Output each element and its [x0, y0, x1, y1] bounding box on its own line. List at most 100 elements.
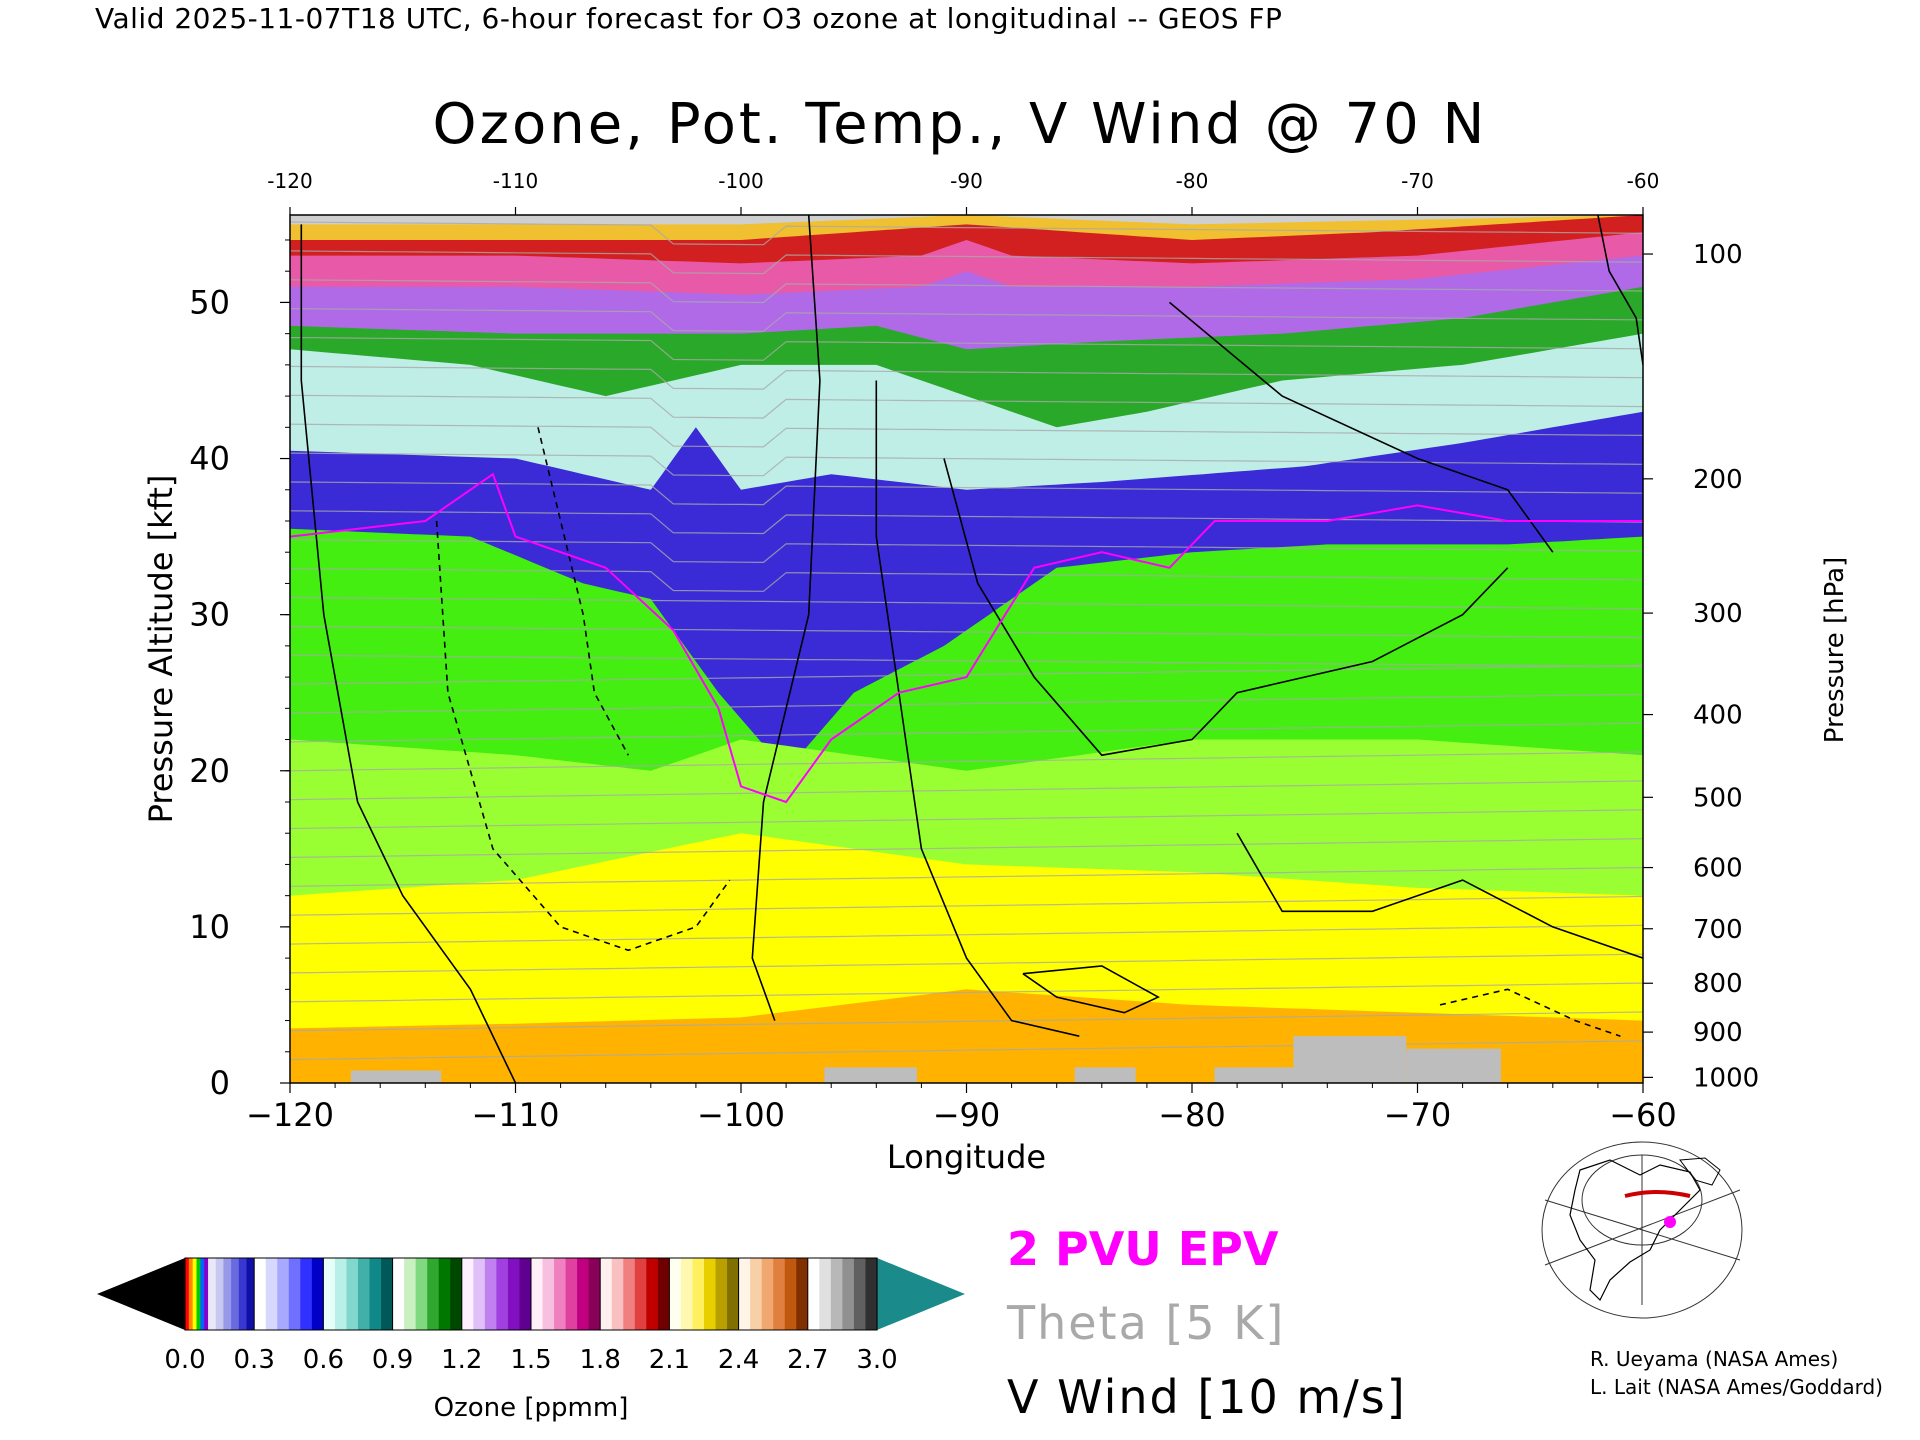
pressure-tick-label: 600	[1693, 854, 1743, 884]
colorbar-swatch	[215, 1258, 225, 1330]
theta-contour	[290, 452, 1643, 477]
v-wind-contour	[875, 380, 1080, 1037]
ozone-filled-contours	[290, 215, 1643, 1083]
colorbar-swatch	[842, 1258, 855, 1330]
theta-contour	[290, 308, 1643, 332]
map-latitude-circle	[1541, 1141, 1743, 1319]
theta-contour	[290, 751, 1643, 772]
colorbar-swatch	[288, 1258, 301, 1330]
v-wind-contour	[300, 224, 517, 1083]
theta-contour	[290, 510, 1643, 535]
colorbar-label: Ozone [ppmm]	[434, 1393, 629, 1423]
colorbar-swatch	[830, 1258, 843, 1330]
colorbar-swatch	[404, 1258, 417, 1330]
colorbar-swatch	[715, 1258, 728, 1330]
map-greenland	[1679, 1157, 1721, 1186]
x-tick-label: −60	[1609, 1096, 1677, 1134]
theta-contour	[290, 568, 1643, 592]
colorbar-swatch	[646, 1258, 659, 1330]
colorbar-swatch	[450, 1258, 463, 1330]
map-section-line	[1624, 1190, 1691, 1198]
pressure-tick-label: 1000	[1693, 1063, 1759, 1093]
pressure-tick-label: 800	[1693, 969, 1743, 999]
colorbar-over-arrow	[877, 1258, 965, 1330]
colorbar-swatch	[773, 1258, 786, 1330]
theta-contour	[290, 867, 1643, 887]
colorbar-swatch	[200, 1258, 205, 1330]
colorbar-swatch	[750, 1258, 763, 1330]
credit-line-1: R. Ueyama (NASA Ames)	[1590, 1347, 1839, 1371]
top-tick-label: -90	[950, 169, 983, 193]
theta-contour	[290, 982, 1643, 1003]
pressure-tick-label: 900	[1693, 1018, 1743, 1048]
theta-contour	[290, 809, 1643, 830]
colorbar-swatch	[438, 1258, 451, 1330]
colorbar-swatch	[819, 1258, 832, 1330]
colorbar-under-arrow	[97, 1258, 185, 1330]
terrain-block	[1293, 1036, 1407, 1083]
y-tick-label: 20	[189, 752, 230, 790]
colorbar-tick-label: 1.2	[441, 1345, 482, 1375]
terrain-block	[1214, 1067, 1294, 1083]
y-axis-label-left: Pressure Altitude [kft]	[142, 475, 180, 824]
colorbar-swatch	[727, 1258, 740, 1330]
x-tick-label: −80	[1158, 1096, 1226, 1134]
colorbar-tick-label: 0.9	[372, 1345, 413, 1375]
colorbar-swatch	[461, 1258, 474, 1330]
colorbar-tick-label: 2.4	[718, 1345, 759, 1375]
theta-contour	[290, 596, 1643, 610]
colorbar-swatch	[692, 1258, 705, 1330]
colorbar-swatch	[192, 1258, 198, 1330]
colorbar-swatch	[185, 1258, 190, 1330]
colorbar-swatch	[427, 1258, 440, 1330]
colorbar-swatch	[238, 1258, 248, 1330]
pressure-tick-label: 400	[1693, 701, 1743, 731]
theta-contour	[290, 895, 1643, 916]
map-meridian	[1544, 1199, 1741, 1261]
theta-contour	[290, 423, 1643, 448]
colorbar-tick-label: 0.6	[303, 1345, 344, 1375]
pressure-tick-label: 200	[1693, 465, 1743, 495]
theta-contour	[290, 953, 1643, 974]
colorbar-swatch	[623, 1258, 636, 1330]
v-wind-contour	[1236, 832, 1643, 959]
theta-contour	[290, 924, 1643, 945]
colorbar-swatch	[611, 1258, 624, 1330]
pressure-tick-label: 500	[1693, 783, 1743, 813]
colorbar-tick-label: 2.1	[649, 1345, 690, 1375]
terrain-block	[1074, 1067, 1136, 1083]
map-meridian	[1544, 1189, 1741, 1266]
v-wind-contour	[1439, 988, 1621, 1037]
theta-contour	[290, 654, 1643, 668]
colorbar-swatch	[208, 1258, 217, 1330]
colorbar-swatch	[565, 1258, 578, 1330]
colorbar-swatch	[223, 1258, 232, 1330]
colorbar-swatch	[265, 1258, 278, 1330]
theta-contour	[290, 780, 1643, 801]
v-wind-contour	[537, 427, 630, 756]
colorbar-swatch	[669, 1258, 682, 1330]
colorbar-swatch	[784, 1258, 797, 1330]
colorbar-swatch	[381, 1258, 394, 1330]
theta-contour	[290, 693, 1643, 714]
theta-contour	[290, 250, 1643, 275]
x-tick-label: −90	[933, 1096, 1001, 1134]
colorbar-swatch	[807, 1258, 820, 1330]
colorbar-swatch	[188, 1258, 194, 1330]
top-tick-label: -100	[718, 169, 763, 193]
theta-contour	[290, 1011, 1643, 1032]
colorbar-swatch	[415, 1258, 428, 1330]
y-tick-label: 40	[189, 440, 230, 478]
colorbar-swatch	[277, 1258, 290, 1330]
y-tick-label: 0	[210, 1064, 230, 1102]
map-location-marker	[1664, 1216, 1676, 1228]
colorbar-swatch	[346, 1258, 359, 1330]
theta-contour	[290, 838, 1643, 858]
theta-contour	[290, 279, 1643, 304]
colorbar-swatch	[246, 1258, 255, 1330]
colorbar-swatch	[254, 1258, 267, 1330]
colorbar-swatch	[519, 1258, 532, 1330]
y-tick-label: 50	[189, 283, 230, 321]
v-wind-contours	[300, 215, 1643, 1083]
colorbar-swatch	[761, 1258, 774, 1330]
